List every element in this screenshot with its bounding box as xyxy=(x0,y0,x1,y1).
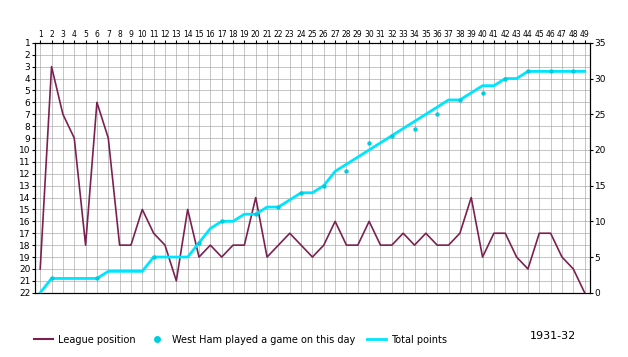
Point xyxy=(194,240,204,246)
Point xyxy=(568,69,578,74)
Point xyxy=(251,211,261,217)
Point xyxy=(477,90,487,96)
Legend: League position, West Ham played a game on this day, Total points: League position, West Ham played a game … xyxy=(30,331,451,348)
Point xyxy=(342,169,352,174)
Point xyxy=(273,204,283,210)
Point xyxy=(92,276,102,281)
Point xyxy=(387,133,397,139)
Point xyxy=(217,218,227,224)
Point xyxy=(364,140,374,146)
Point xyxy=(455,97,465,103)
Point xyxy=(296,190,306,196)
Point xyxy=(319,183,329,188)
Point xyxy=(523,69,533,74)
Point xyxy=(501,76,511,81)
Point xyxy=(46,276,57,281)
Point xyxy=(409,126,420,131)
Point xyxy=(432,111,442,117)
Point xyxy=(546,69,556,74)
Text: 1931-32: 1931-32 xyxy=(529,331,576,341)
Point xyxy=(149,254,159,260)
